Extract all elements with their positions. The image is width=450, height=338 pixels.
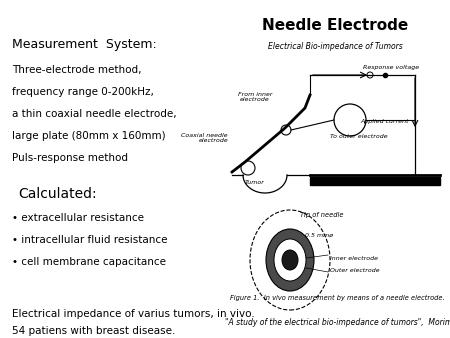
Text: • extracellular resistance: • extracellular resistance [12, 213, 144, 223]
Text: frequency range 0-200kHz,: frequency range 0-200kHz, [12, 87, 154, 97]
Circle shape [281, 125, 291, 135]
Text: Figure 1.  In vivo measurement by means of a needle electrode.: Figure 1. In vivo measurement by means o… [230, 295, 445, 301]
Ellipse shape [282, 250, 298, 270]
Text: Coaxial needle
electrode: Coaxial needle electrode [181, 132, 228, 143]
Text: "A study of the electrical bio-impedance of tumors",  Morimoto (1993): "A study of the electrical bio-impedance… [225, 318, 450, 327]
Text: Three-electrode method,: Three-electrode method, [12, 65, 141, 75]
Text: 54 patiens with breast disease.: 54 patiens with breast disease. [12, 326, 176, 336]
Text: Response voltage: Response voltage [363, 66, 419, 71]
Text: To outer electrode: To outer electrode [330, 135, 387, 140]
Text: • cell membrane capacitance: • cell membrane capacitance [12, 257, 166, 267]
Text: From inner
electrode: From inner electrode [238, 92, 272, 102]
Text: Tip of needle: Tip of needle [300, 212, 343, 218]
Text: Calculated:: Calculated: [18, 187, 97, 201]
Text: inner electrode: inner electrode [330, 256, 378, 261]
Text: 0.5 mmø: 0.5 mmø [305, 233, 333, 238]
Text: large plate (80mm x 160mm): large plate (80mm x 160mm) [12, 131, 166, 141]
Text: a thin coaxial needle electrode,: a thin coaxial needle electrode, [12, 109, 176, 119]
Text: Electrical impedance of varius tumors, in vivo.: Electrical impedance of varius tumors, i… [12, 309, 255, 319]
Text: Puls-response method: Puls-response method [12, 153, 128, 163]
Text: Tumor: Tumor [245, 179, 265, 185]
Text: • intracellular fluid resistance: • intracellular fluid resistance [12, 235, 167, 245]
Text: Outer electrode: Outer electrode [330, 267, 380, 272]
Text: Applied current: Applied current [360, 120, 409, 124]
Text: Needle Electrode: Needle Electrode [262, 18, 408, 33]
Text: Plate electrode: Plate electrode [355, 179, 402, 185]
Text: Electrical Bio-impedance of Tumors: Electrical Bio-impedance of Tumors [268, 42, 402, 51]
Ellipse shape [266, 229, 314, 291]
Ellipse shape [274, 239, 306, 281]
Bar [310, 177, 440, 185]
Text: Measurement  System:: Measurement System: [12, 38, 157, 51]
